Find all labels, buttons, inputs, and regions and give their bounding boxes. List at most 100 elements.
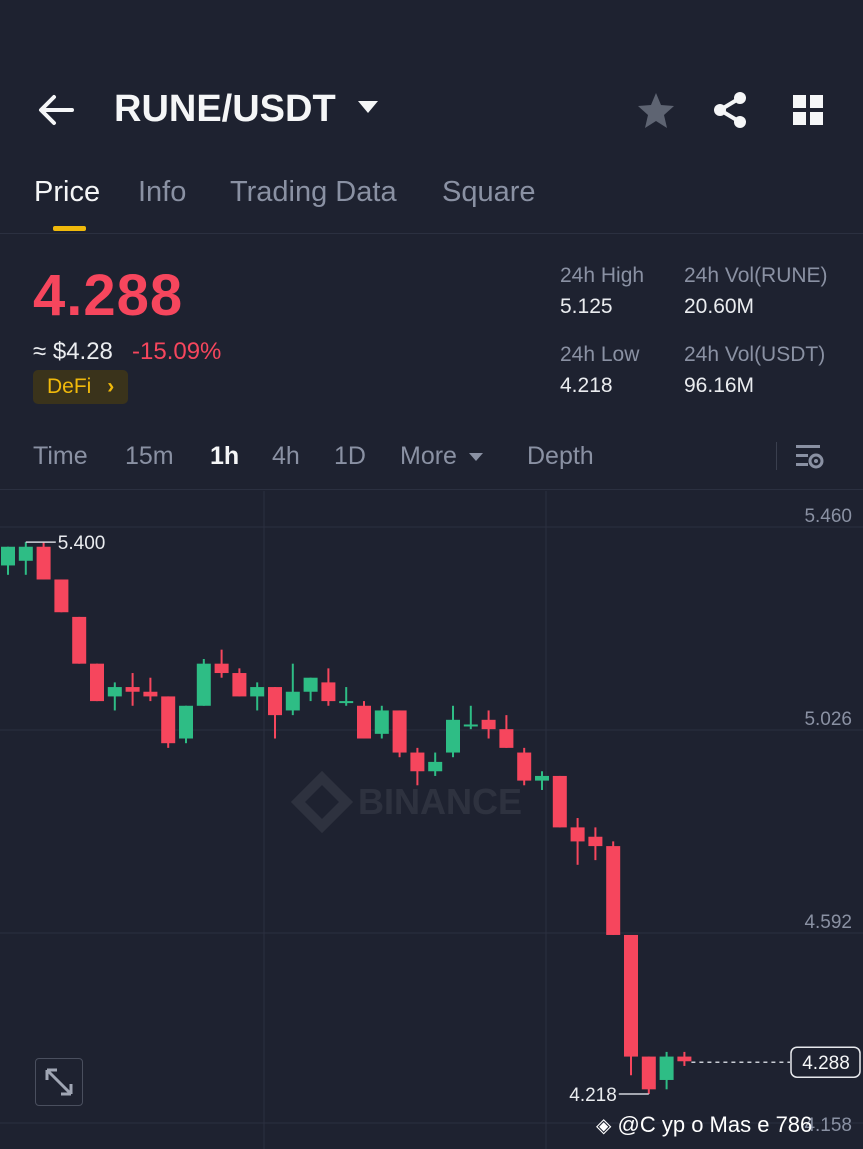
candle-body [196,663,211,706]
candle-body [232,673,247,697]
candle-body [339,701,354,704]
credit-text: @C yp o Mas e 786 [617,1112,813,1137]
credit-watermark: ◈ @C yp o Mas e 786 [596,1112,812,1138]
y-tick-label: 5.460 [804,506,852,527]
candle-body [143,691,158,697]
chart-settings-icon[interactable] [794,442,824,472]
approx-usd: ≈ $4.28 [33,338,113,365]
candle [214,649,229,678]
star-icon[interactable] [636,90,676,130]
candle [428,752,443,776]
last-price-box [790,1046,861,1078]
candle-body [107,687,122,697]
candle [517,747,532,786]
candle-body [36,546,51,580]
interval-1h[interactable]: 1h [210,442,240,470]
interval-time[interactable]: Time [33,442,88,470]
candle-body [357,705,371,739]
candle [1,546,15,575]
candle [606,841,621,935]
candle [588,827,603,861]
tab-price[interactable]: Price [34,176,101,208]
interval-more[interactable]: More [400,442,484,471]
y-tick-label: 5.026 [804,709,852,730]
candle-body [285,691,300,711]
candle [410,747,425,786]
candle [143,677,158,702]
candles [1,542,692,1094]
candle [463,705,478,730]
share-icon[interactable] [711,90,751,130]
candle [36,542,51,580]
low-value: 4.218 [560,374,613,397]
candle-body [374,710,389,734]
candle-body [552,775,567,828]
tab-bar: Price Info Trading Data Square [0,170,863,234]
vol-quote-value: 96.16M [684,374,755,397]
interval-depth[interactable]: Depth [527,442,594,470]
candle [392,710,407,758]
candle [250,682,265,711]
candle-body [463,724,478,727]
candle-body [659,1056,674,1080]
more-label: More [400,442,457,470]
candle-body [268,687,282,716]
candle-body [392,710,407,753]
candle [72,616,87,664]
y-axis: 5.460 5.026 4.592 4.158 [804,506,852,1136]
interval-15m[interactable]: 15m [125,442,174,470]
caret-down-icon[interactable] [356,98,380,116]
candlestick-chart[interactable]: BINANCE 5.400 4.218 4.288 5.460 5.026 4.592 4… [0,491,863,1149]
candle [161,696,176,748]
max-price-label: 5.400 [58,533,106,554]
candle [446,705,460,758]
candle [196,659,211,706]
candle [303,677,318,702]
low-label: 24h Low [560,343,640,366]
candle [54,579,69,613]
interval-4h[interactable]: 4h [272,442,300,470]
y-tick-label: 4.592 [804,912,852,933]
price-change: -15.09% [132,338,222,365]
candle [535,771,549,790]
candle-body [161,696,176,744]
min-price-label: 4.218 [569,1085,617,1106]
divider [776,442,777,470]
candle-body [90,663,104,702]
candle [570,818,585,865]
candle [641,1056,656,1094]
defi-tag[interactable]: DeFi › [33,370,129,404]
candle [481,710,496,739]
expand-chart-button[interactable] [35,1058,83,1106]
candle-body [125,687,140,692]
candle [90,663,104,702]
candle-body [517,752,532,781]
back-arrow-icon[interactable] [34,90,78,130]
candle [677,1051,692,1066]
candle-body [588,836,603,847]
candle-body [321,682,336,702]
high-label: 24h High [560,264,645,287]
candle-body [179,705,193,739]
tab-info[interactable]: Info [138,176,187,208]
interval-bar: Time 15m 1h 4h 1D More Depth [0,430,863,490]
interval-1d[interactable]: 1D [334,442,366,470]
tab-square[interactable]: Square [442,176,536,208]
candle [18,542,33,575]
candle-body [446,719,460,753]
candle [125,673,140,706]
vol-quote-label: 24h Vol(USDT) [684,343,826,366]
grid-icon[interactable] [788,90,828,130]
binance-watermark: BINANCE [290,770,522,834]
header: RUNE/USDT [0,70,863,150]
vol-base-value: 20.60M [684,295,755,318]
tab-trading-data[interactable]: Trading Data [230,176,397,208]
candle [339,687,354,706]
candle-body [250,687,265,697]
high-value: 5.125 [560,295,613,318]
candle [285,663,300,716]
candle [357,701,371,739]
candle-body [535,775,549,781]
watermark-text: BINANCE [358,781,522,822]
pair-title[interactable]: RUNE/USDT [114,88,336,130]
